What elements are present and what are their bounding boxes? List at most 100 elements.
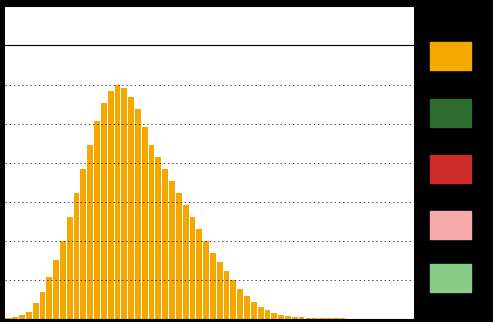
- Bar: [87, 145, 93, 319]
- Bar: [258, 307, 264, 319]
- Bar: [12, 318, 18, 319]
- Bar: [169, 242, 175, 319]
- Bar: [251, 302, 257, 319]
- Bar: [26, 316, 32, 319]
- Bar: [224, 293, 229, 319]
- Bar: [176, 279, 182, 319]
- Bar: [142, 127, 147, 319]
- Bar: [149, 223, 154, 319]
- Bar: [101, 215, 106, 319]
- Bar: [53, 296, 59, 319]
- Bar: [169, 228, 175, 319]
- Bar: [190, 286, 195, 319]
- Bar: [278, 315, 284, 319]
- Bar: [319, 318, 325, 319]
- Bar: [326, 318, 332, 319]
- Bar: [306, 318, 311, 319]
- Bar: [251, 314, 257, 319]
- Bar: [183, 244, 188, 319]
- Bar: [101, 185, 106, 319]
- Bar: [203, 294, 209, 319]
- Bar: [190, 217, 195, 319]
- Bar: [80, 204, 86, 319]
- Bar: [12, 317, 18, 319]
- Bar: [210, 267, 216, 319]
- Bar: [251, 306, 257, 319]
- Bar: [114, 85, 120, 319]
- Bar: [39, 314, 45, 319]
- Bar: [94, 197, 100, 319]
- Bar: [94, 167, 100, 319]
- Bar: [231, 280, 236, 319]
- Bar: [114, 255, 120, 319]
- Bar: [162, 169, 168, 319]
- Bar: [203, 275, 209, 319]
- Bar: [39, 305, 45, 319]
- Bar: [114, 144, 120, 319]
- Bar: [149, 205, 154, 319]
- Bar: [203, 241, 209, 319]
- Bar: [46, 311, 52, 319]
- Bar: [265, 316, 270, 319]
- Bar: [265, 315, 270, 319]
- Bar: [53, 307, 59, 319]
- Bar: [196, 260, 202, 319]
- Bar: [196, 290, 202, 319]
- Bar: [135, 210, 141, 319]
- Bar: [46, 277, 52, 319]
- Bar: [135, 188, 141, 319]
- Bar: [313, 318, 318, 319]
- Bar: [53, 286, 59, 319]
- Bar: [39, 292, 45, 319]
- Bar: [108, 90, 113, 319]
- Bar: [285, 317, 291, 319]
- Bar: [190, 262, 195, 319]
- Bar: [128, 183, 134, 319]
- Bar: [60, 260, 66, 319]
- Bar: [128, 155, 134, 319]
- Bar: [33, 317, 38, 319]
- Bar: [53, 275, 59, 319]
- Bar: [26, 317, 32, 319]
- Bar: [108, 147, 113, 319]
- Bar: [237, 309, 243, 319]
- Bar: [265, 310, 270, 319]
- Bar: [155, 213, 161, 319]
- Bar: [108, 178, 113, 319]
- Bar: [94, 270, 100, 319]
- Bar: [251, 308, 257, 319]
- Bar: [196, 269, 202, 319]
- Bar: [319, 318, 325, 319]
- Bar: [108, 258, 113, 319]
- Bar: [155, 156, 161, 319]
- Bar: [87, 185, 93, 319]
- Bar: [26, 314, 32, 319]
- Bar: [67, 258, 72, 319]
- Bar: [101, 102, 106, 319]
- Bar: [203, 268, 209, 319]
- Bar: [272, 317, 277, 319]
- Bar: [176, 249, 182, 319]
- Bar: [285, 316, 291, 319]
- Bar: [26, 312, 32, 319]
- Bar: [292, 318, 298, 319]
- Bar: [46, 289, 52, 319]
- Bar: [299, 318, 305, 319]
- Bar: [265, 313, 270, 319]
- Bar: [46, 296, 52, 319]
- Bar: [121, 254, 127, 319]
- Bar: [19, 317, 25, 319]
- Bar: [244, 304, 250, 319]
- Bar: [73, 223, 79, 319]
- Bar: [73, 243, 79, 319]
- Bar: [183, 283, 188, 319]
- Bar: [319, 318, 325, 319]
- Bar: [108, 207, 113, 319]
- Bar: [53, 260, 59, 319]
- Bar: [299, 318, 305, 319]
- Bar: [237, 299, 243, 319]
- Bar: [60, 287, 66, 319]
- Bar: [135, 258, 141, 319]
- Bar: [60, 241, 66, 319]
- Bar: [33, 314, 38, 319]
